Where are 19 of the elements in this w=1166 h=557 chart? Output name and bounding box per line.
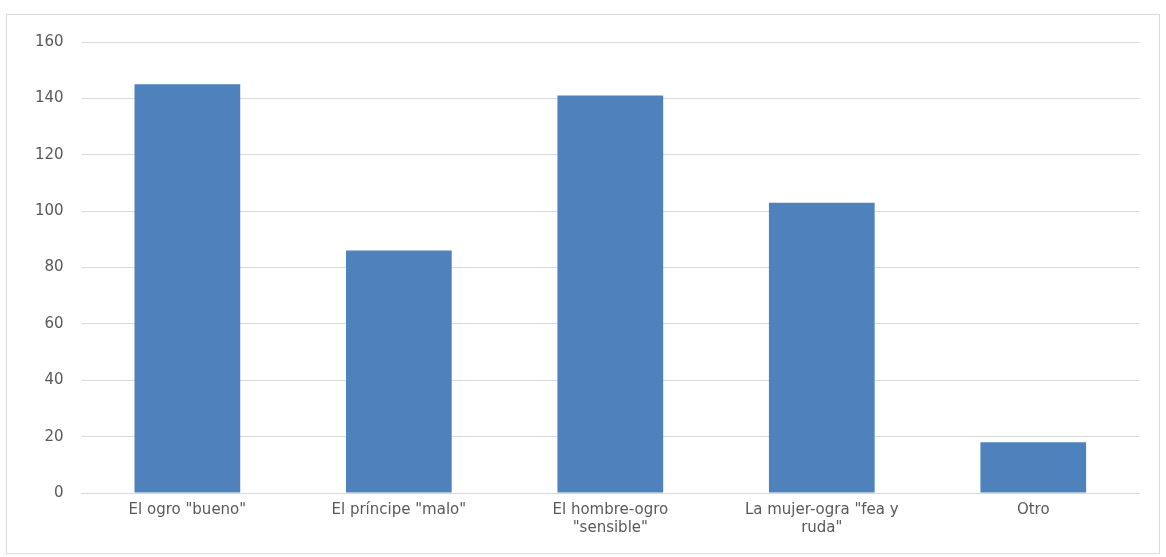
y-tick-label: 160 [34,31,64,50]
bar [134,84,241,493]
x-tick-label: El ogro "bueno" [128,499,247,518]
y-tick-label: 0 [54,482,64,501]
bar [557,95,664,493]
x-tick-label: Otro [1016,499,1050,518]
y-tick-label: 80 [44,257,64,276]
y-tick-label: 120 [34,144,64,163]
x-tick-label: La mujer-ogra "fea y ruda" [744,499,899,536]
x-tick-label: El hombre-ogro "sensible" [552,499,669,536]
y-tick-label: 100 [34,201,64,220]
bar [980,442,1087,493]
bar [768,202,875,493]
y-tick-label: 40 [44,370,64,389]
y-tick-label: 20 [44,426,64,445]
y-tick-label: 60 [44,313,64,332]
y-tick-label: 140 [34,88,64,107]
x-tick-label: El príncipe "malo" [331,499,467,518]
bar [345,250,452,493]
